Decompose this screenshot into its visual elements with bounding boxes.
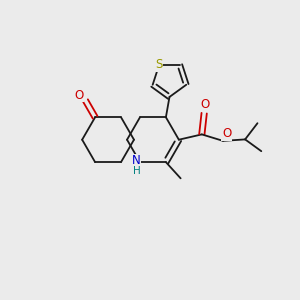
Text: N: N <box>132 154 141 167</box>
Text: O: O <box>74 89 84 102</box>
Text: S: S <box>155 58 163 71</box>
Text: O: O <box>200 98 209 111</box>
Text: H: H <box>133 166 140 176</box>
Text: O: O <box>222 127 231 140</box>
